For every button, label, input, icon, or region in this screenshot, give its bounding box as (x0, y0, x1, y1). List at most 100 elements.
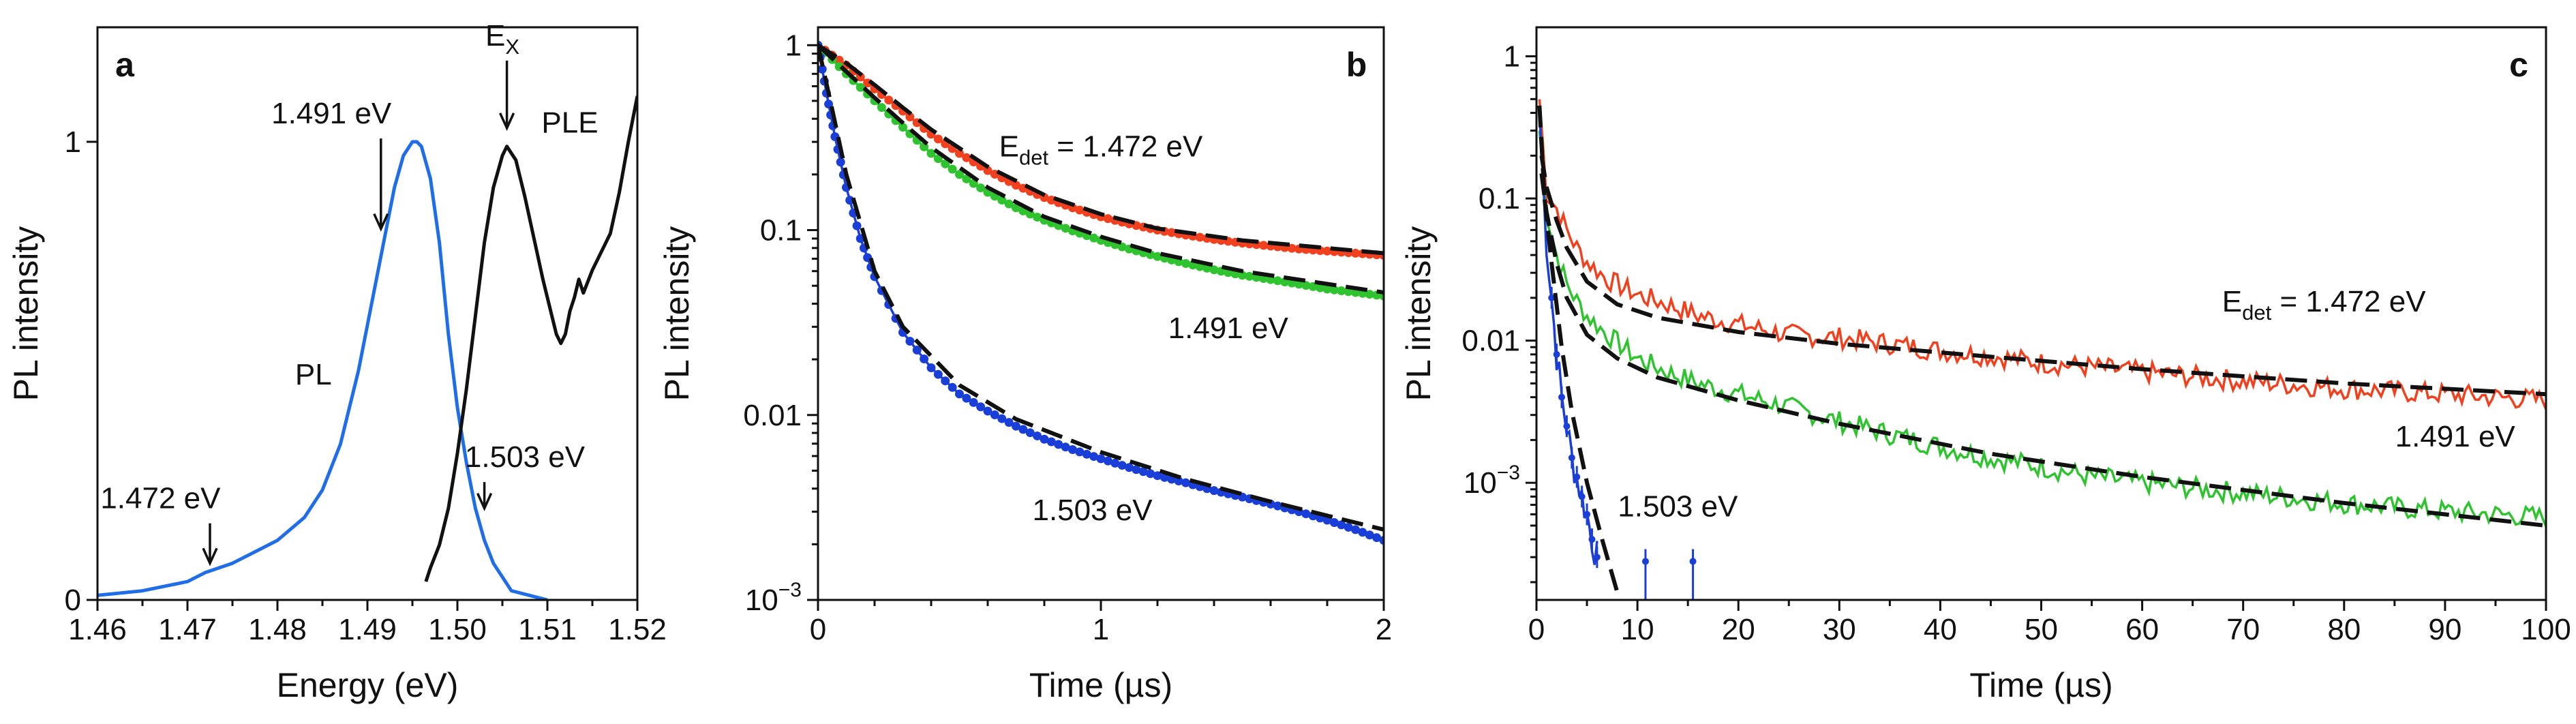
data-point (1004, 199, 1014, 209)
data-point (948, 382, 957, 392)
y-axis-label: PL intensity (658, 226, 696, 402)
data-point (1379, 536, 1384, 545)
data-point (1138, 467, 1148, 477)
data-point (1103, 214, 1112, 224)
x-tick-label: 10 (1621, 613, 1654, 646)
data-point (884, 95, 894, 105)
x-tick-label: 1.47 (158, 613, 217, 646)
panel-label: b (1346, 46, 1367, 84)
x-tick-label: 70 (2226, 613, 2260, 646)
data-point (1012, 181, 1020, 190)
x-tick-label: 1 (1093, 613, 1109, 646)
data-point (1273, 501, 1282, 511)
panel-a: 1.46 1.47 1.48 1.49 1.50 1.51 1.52 0 1 Energy (eV… (7, 19, 667, 704)
data-point (824, 100, 834, 109)
data-point (1588, 536, 1596, 543)
data-point (1103, 456, 1112, 466)
data-point (990, 410, 999, 420)
x-tick-label: 50 (2025, 613, 2058, 646)
annotation-label: Edet = 1.472 eV (2222, 285, 2426, 325)
annotation-label: 1.503 eV (1032, 494, 1153, 527)
data-point (1573, 473, 1581, 481)
data-point (1195, 232, 1204, 242)
x-tick-label: 100 (2521, 613, 2571, 646)
x-tick-label: 1.51 (518, 613, 577, 646)
y-tick-label: 1 (65, 125, 81, 159)
data-point (955, 170, 964, 179)
data-point (1329, 517, 1339, 527)
data-point (898, 123, 907, 132)
data-point (1558, 393, 1566, 401)
data-point (1153, 471, 1162, 481)
data-point (1117, 461, 1127, 470)
annotation-label: PL (295, 358, 332, 391)
data-point (933, 134, 943, 144)
data-point (1689, 558, 1697, 565)
data-point (1593, 554, 1601, 561)
data-point (1351, 248, 1360, 258)
data-point (1584, 511, 1591, 518)
y-tick-label: 10−3 (745, 579, 802, 617)
data-point (1089, 452, 1099, 462)
data-point (1641, 558, 1649, 565)
annotation-label: PLE (541, 106, 598, 140)
data-point (1553, 350, 1560, 358)
x-tick-label: 2 (1376, 613, 1392, 646)
data-point (845, 196, 855, 205)
y-tick-label: 1 (1504, 40, 1520, 74)
data-point (1365, 530, 1374, 540)
annotation-label: 1.491 eV (271, 97, 392, 130)
data-point (1146, 469, 1155, 479)
annotation-label: 1.472 eV (100, 482, 221, 515)
panel-label: a (115, 46, 135, 84)
data-point (1110, 458, 1120, 468)
data-point (1082, 449, 1091, 459)
data-point (834, 55, 844, 65)
annotation-label: EX (485, 19, 519, 59)
data-point (1209, 486, 1219, 496)
data-point (926, 363, 936, 373)
data-point (912, 345, 922, 355)
y-tick-label: 0.1 (1479, 182, 1520, 215)
series-1-503-ev (1538, 112, 1598, 565)
annotation-label: Edet = 1.472 eV (999, 130, 1203, 170)
arrow-head (476, 492, 493, 511)
data-point (983, 166, 992, 175)
data-point (941, 159, 950, 168)
y-tick-label: 10−3 (1464, 462, 1520, 500)
plot-area (97, 95, 637, 600)
data-point (877, 103, 886, 112)
y-tick-label: 0.01 (743, 399, 802, 432)
data-point (1025, 428, 1035, 438)
data-point (818, 64, 827, 74)
panel-b: 0 1 2 1 0.1 0.01 10−3 Time (µs) PL intensity b Ede… (658, 26, 1392, 704)
data-point (1301, 281, 1311, 290)
x-axis-label: Time (µs) (1029, 666, 1172, 704)
data-point (1089, 233, 1099, 243)
series-fit-1-503-ev (1537, 105, 1620, 593)
series-1-491-ev-line (818, 44, 1384, 297)
x-tick-label: 1.50 (428, 613, 487, 646)
data-point (905, 336, 915, 346)
y-axis-label: PL intensity (7, 226, 45, 402)
data-point (1337, 286, 1346, 295)
data-point (962, 174, 971, 183)
panel-c: 0 10 20 30 40 50 60 70 80 90 100 1 0.1 0.01 10−3 Time (… (1399, 26, 2571, 704)
data-point (852, 221, 862, 230)
data-point (1329, 285, 1339, 295)
data-point (1075, 205, 1085, 215)
data-point (920, 355, 929, 364)
data-point (1316, 283, 1325, 292)
data-point (1061, 224, 1070, 233)
arrow-head (202, 547, 218, 567)
arrow-head (499, 112, 515, 132)
data-point (1061, 442, 1070, 452)
data-point (1568, 454, 1575, 462)
y-tick-label: 0 (65, 584, 81, 617)
x-axis-label: Time (µs) (1969, 666, 2112, 704)
data-point (1322, 284, 1332, 294)
data-point (1167, 228, 1177, 237)
y-tick-label: 1 (785, 29, 802, 62)
data-point (1096, 454, 1106, 464)
